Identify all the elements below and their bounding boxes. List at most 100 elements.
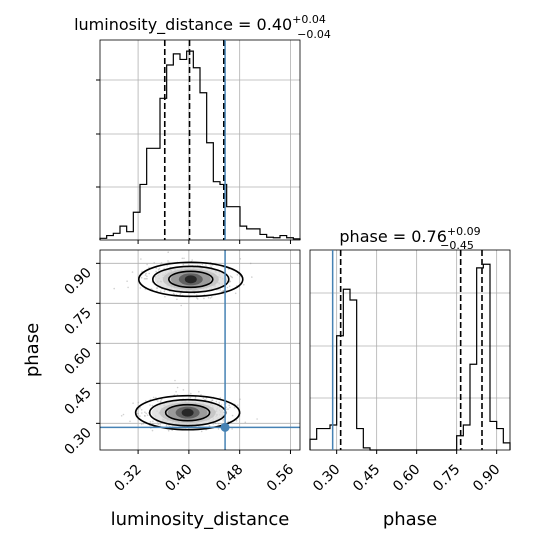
sample-point: [209, 297, 212, 299]
sample-point: [196, 297, 198, 299]
sample-point: [208, 425, 211, 427]
sample-point: [126, 280, 128, 283]
sample-point: [122, 413, 125, 416]
sample-point: [236, 274, 239, 276]
sample-point: [157, 423, 160, 426]
sample-point: [149, 398, 152, 401]
title-ld-prefix: luminosity_distance =: [74, 15, 256, 35]
sample-point: [201, 263, 204, 266]
title-luminosity-distance: luminosity_distance = 0.40+0.04: [74, 13, 326, 35]
sample-point: [202, 397, 205, 400]
sample-point: [227, 408, 229, 410]
sample-point: [131, 271, 134, 273]
density-fill: [181, 408, 194, 417]
sample-point: [144, 411, 146, 414]
sample-point: [226, 286, 229, 289]
sample-point: [174, 379, 176, 382]
sample-point: [239, 275, 241, 278]
sample-point: [149, 404, 151, 406]
sample-point: [227, 420, 230, 423]
sample-point: [237, 404, 239, 406]
sample-point: [165, 424, 168, 427]
density-contour: [151, 265, 230, 294]
density-contour: [134, 394, 241, 431]
sample-point: [194, 396, 197, 399]
sample-point: [181, 257, 184, 260]
sample-point: [223, 289, 225, 292]
sample-point: [140, 276, 143, 279]
sample-point: [167, 261, 169, 264]
sample-point: [144, 415, 146, 417]
sample-point: [231, 428, 233, 430]
sample-point: [222, 420, 224, 422]
sample-point: [211, 399, 214, 402]
sample-point: [239, 398, 241, 401]
sample-point: [150, 288, 152, 290]
sample-point: [243, 283, 245, 286]
sample-point: [217, 422, 220, 425]
sample-point: [233, 406, 236, 409]
sample-point: [140, 423, 143, 426]
histogram-luminosity-distance: [99, 50, 301, 240]
sample-point: [145, 272, 147, 275]
sample-point: [208, 425, 210, 427]
sample-point: [149, 421, 152, 423]
sample-point: [191, 259, 193, 261]
sample-point: [146, 275, 148, 278]
sample-point: [228, 404, 230, 407]
sample-point: [148, 266, 150, 269]
sample-point: [222, 290, 224, 293]
sample-point: [167, 251, 169, 253]
sample-point: [235, 419, 238, 422]
sample-point: [159, 401, 162, 403]
sample-point: [161, 398, 163, 401]
title-phase-median: 0.76: [411, 227, 447, 246]
sample-point: [167, 429, 170, 432]
sample-point: [175, 390, 177, 393]
sample-point: [146, 263, 148, 266]
sample-point: [229, 280, 232, 283]
sample-point: [127, 286, 129, 289]
sample-point: [129, 420, 131, 423]
density-contour: [164, 403, 211, 422]
sample-point: [251, 276, 253, 278]
sample-point: [239, 258, 242, 260]
sample-point: [143, 277, 146, 280]
sample-point: [244, 421, 247, 424]
sample-point: [200, 394, 202, 396]
sample-point: [144, 414, 146, 417]
sample-point: [228, 281, 231, 283]
sample-point: [120, 415, 123, 417]
sample-point: [190, 392, 192, 395]
sample-point: [156, 287, 158, 289]
sample-point: [207, 297, 210, 299]
sample-point: [157, 400, 159, 402]
sample-point: [203, 297, 205, 300]
sample-point: [189, 396, 192, 399]
sample-point: [146, 277, 148, 280]
truth-marker: [220, 422, 230, 432]
sample-point: [139, 287, 142, 289]
sample-point: [229, 406, 231, 409]
title-ld-median: 0.40: [257, 15, 293, 34]
density-fill: [184, 275, 197, 284]
sample-point: [176, 298, 178, 301]
title-phase: phase = 0.76+0.09: [339, 225, 480, 246]
sample-point: [155, 396, 157, 399]
sample-point: [218, 403, 221, 405]
sample-point: [219, 397, 222, 399]
sample-point: [199, 264, 201, 267]
histogram-phase: [309, 263, 511, 451]
sample-point: [210, 265, 212, 267]
sample-point: [159, 424, 161, 426]
sample-point: [234, 292, 237, 295]
sample-point: [205, 264, 207, 266]
sample-point: [155, 267, 158, 269]
density-contour: [137, 261, 244, 298]
sample-point: [140, 258, 142, 260]
sample-point: [172, 292, 175, 295]
sample-point: [217, 428, 220, 430]
sample-point: [160, 400, 162, 402]
sample-point: [210, 296, 213, 298]
sample-point: [141, 412, 143, 414]
